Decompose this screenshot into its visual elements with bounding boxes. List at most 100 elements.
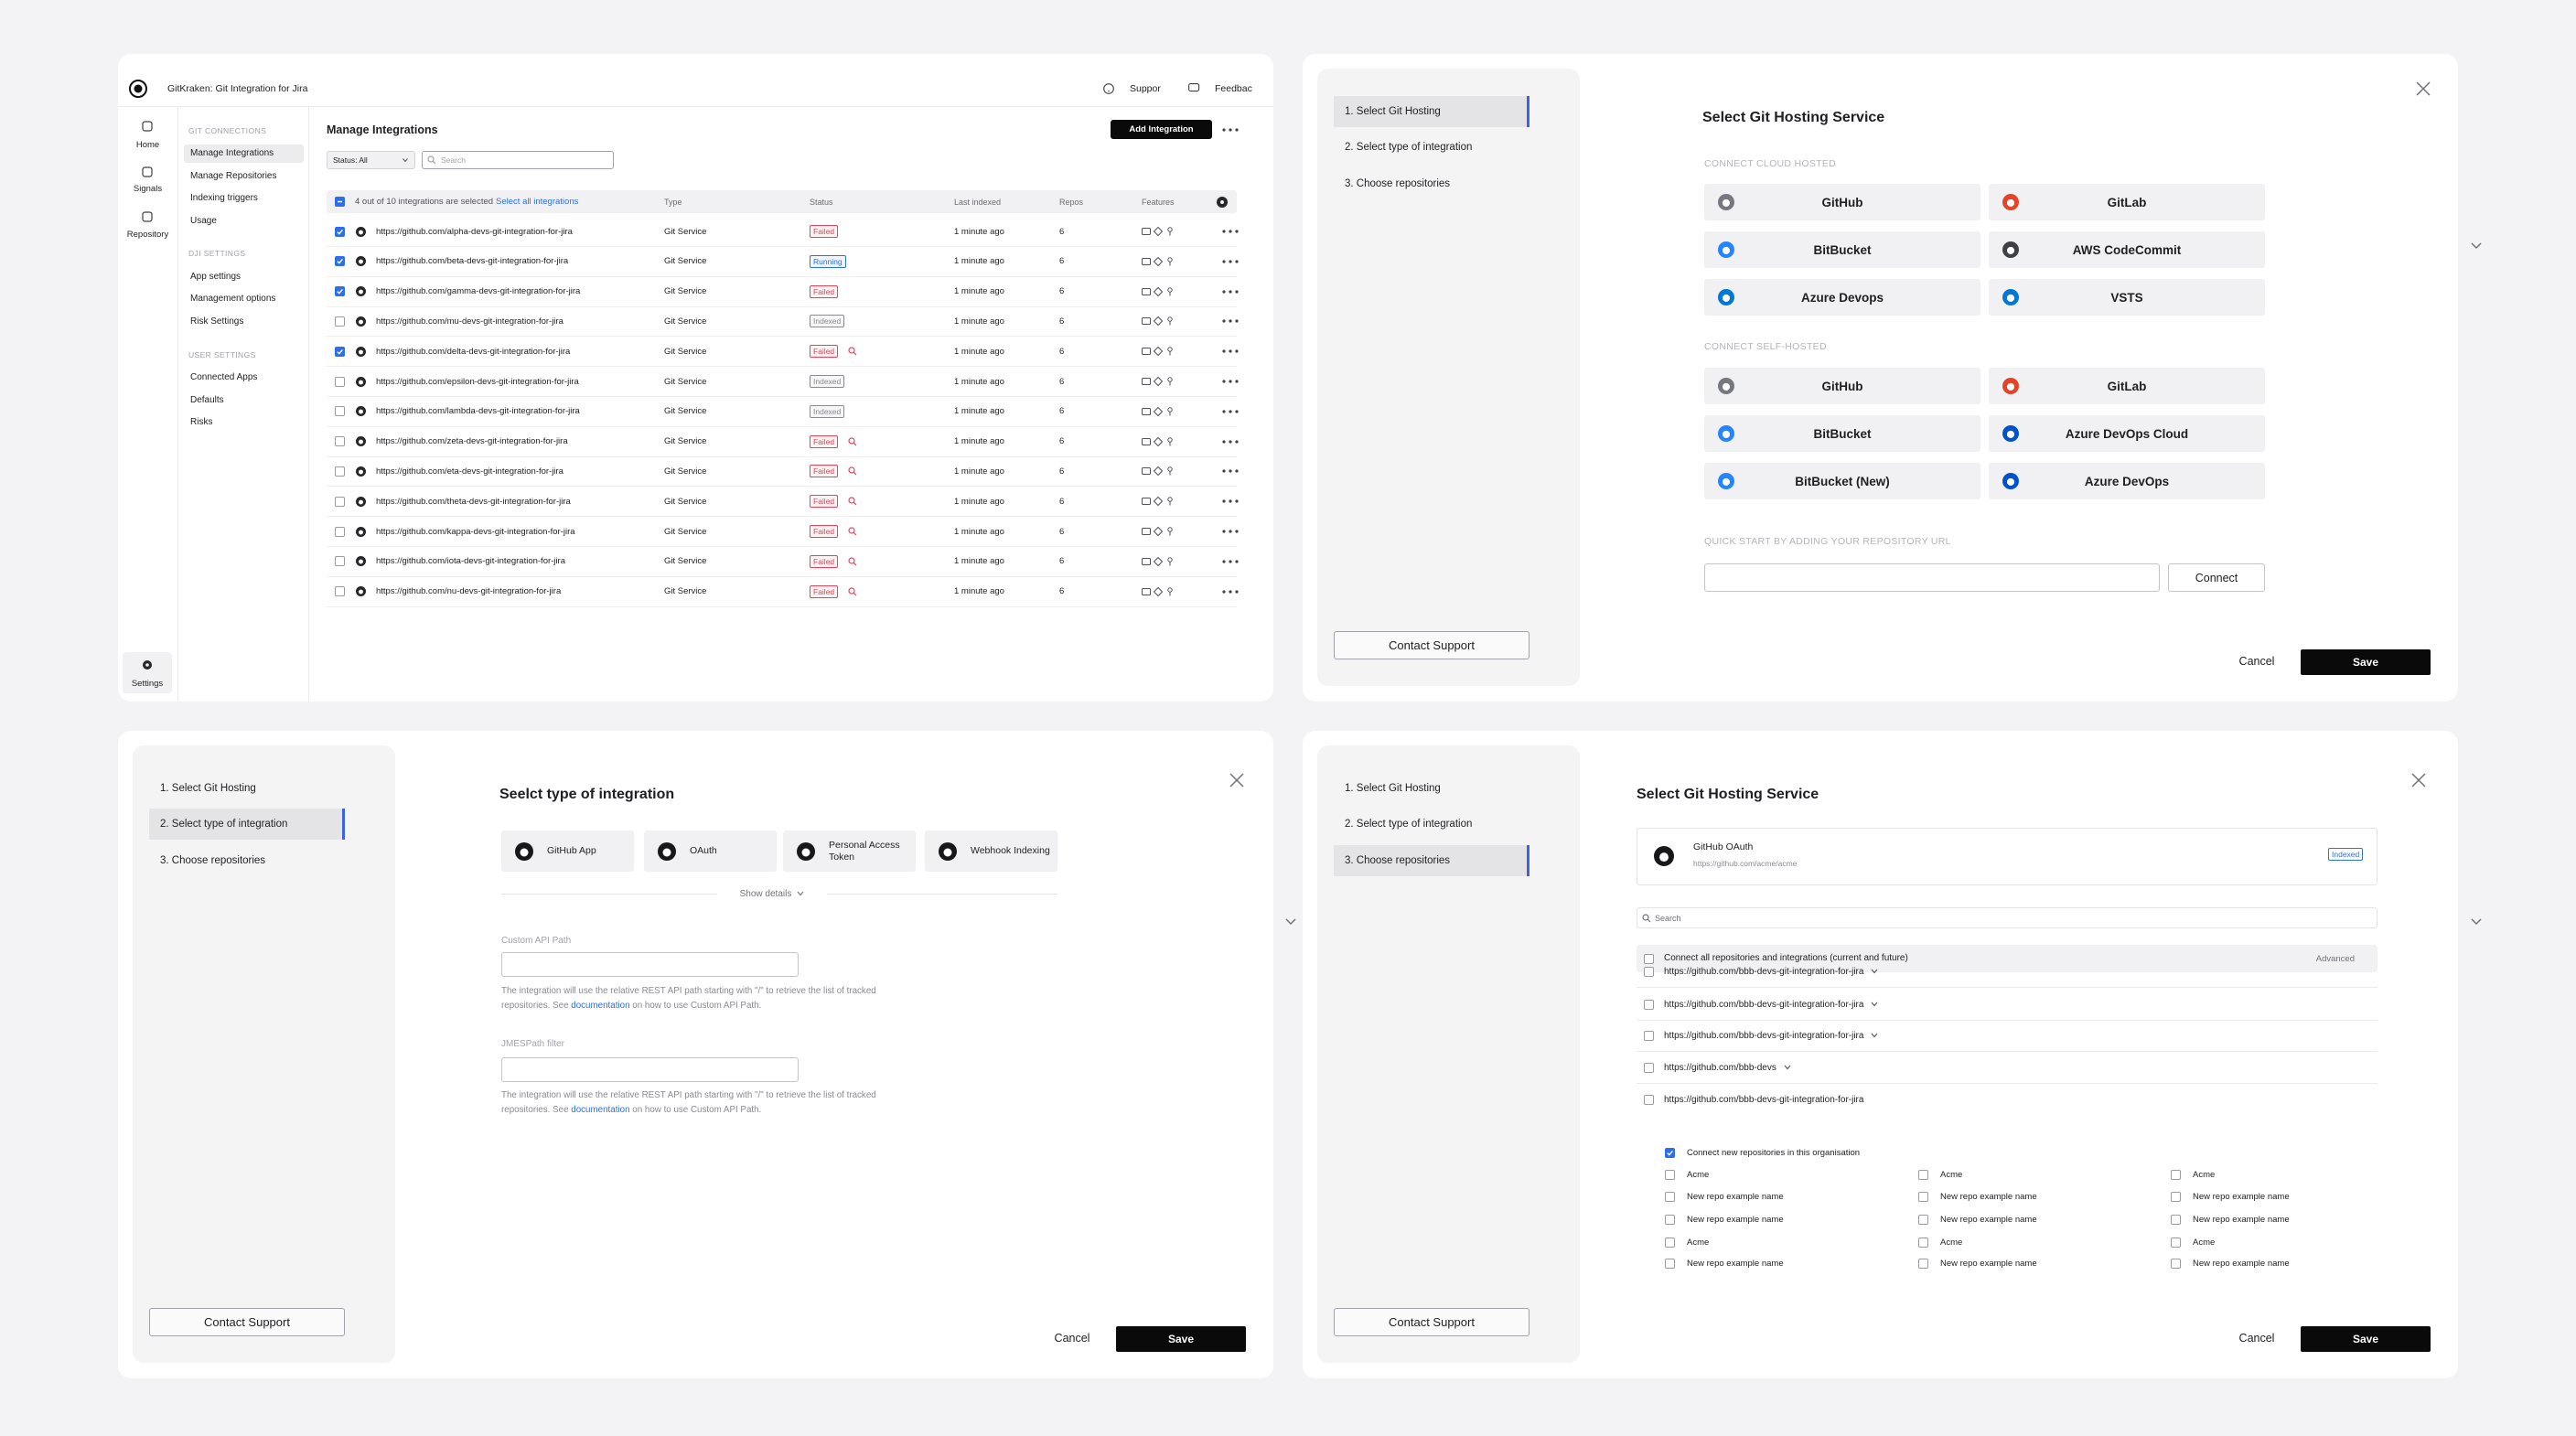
- step[interactable]: 2. Select type of integration: [1345, 818, 1473, 830]
- checkbox[interactable]: [1664, 1214, 1675, 1225]
- field-input[interactable]: [501, 1057, 799, 1082]
- step[interactable]: 3. Choose repositories: [160, 854, 266, 866]
- checkbox[interactable]: [1664, 1147, 1675, 1158]
- checkbox[interactable]: [1643, 1094, 1654, 1105]
- feedback-link[interactable]: Feedbac: [1215, 82, 1252, 94]
- repo-row[interactable]: https://github.com/bbb-devs-git-integrat…: [1664, 963, 1878, 980]
- checkbox[interactable]: [1917, 1237, 1928, 1248]
- cancel-button[interactable]: Cancel: [1054, 1331, 1090, 1345]
- checkbox[interactable]: [1643, 1030, 1654, 1041]
- add-button[interactable]: Add Integration: [1111, 120, 1212, 139]
- documentation-link[interactable]: documentation: [571, 1001, 630, 1011]
- select-all-link[interactable]: Select all integrations: [496, 197, 579, 207]
- checkbox[interactable]: [2170, 1169, 2181, 1180]
- contact-button[interactable]: Contact Support: [1334, 1308, 1530, 1336]
- cancel-button[interactable]: Cancel: [2238, 1331, 2275, 1345]
- repo-row[interactable]: https://github.com/bbb-devs-git-integrat…: [1664, 1091, 1863, 1108]
- service-button[interactable]: BitBucket: [1704, 231, 1980, 268]
- save-button[interactable]: Save: [1116, 1326, 1246, 1352]
- field-input[interactable]: [501, 952, 799, 977]
- contact-button[interactable]: Contact Support: [1334, 631, 1530, 659]
- checkbox[interactable]: [334, 226, 345, 237]
- service-button[interactable]: VSTS: [1989, 279, 2265, 316]
- sidebar-item[interactable]: Risks: [190, 417, 213, 428]
- checkbox[interactable]: [334, 256, 345, 267]
- service-button[interactable]: GitHub: [1704, 368, 1980, 404]
- save-button[interactable]: Save: [2301, 649, 2431, 675]
- checkbox[interactable]: [1664, 1169, 1675, 1180]
- checkbox[interactable]: [1643, 966, 1654, 977]
- checkbox[interactable]: [334, 406, 345, 417]
- contact-button[interactable]: Contact Support: [149, 1308, 345, 1336]
- checkbox[interactable]: [1917, 1214, 1928, 1225]
- repo-row[interactable]: https://github.com/bbb-devs-git-integrat…: [1664, 1027, 1878, 1044]
- checkbox[interactable]: [2170, 1214, 2181, 1225]
- step[interactable]: 2. Select type of integration: [1345, 141, 1473, 153]
- sidebar-item[interactable]: Indexing triggers: [190, 193, 258, 204]
- service-button[interactable]: Azure DevOps Cloud: [1989, 415, 2265, 452]
- service-button[interactable]: AWS CodeCommit: [1989, 231, 2265, 268]
- service-button[interactable]: GitLab: [1989, 368, 2265, 404]
- step[interactable]: 1. Select Git Hosting: [1345, 105, 1441, 117]
- nav-label[interactable]: Signals: [133, 183, 163, 194]
- search-input[interactable]: Search: [1637, 907, 2377, 928]
- repo-row[interactable]: https://github.com/bbb-devs-git-integrat…: [1664, 996, 1878, 1013]
- sidebar-item[interactable]: Defaults: [190, 394, 224, 405]
- service-button[interactable]: BitBucket (New): [1704, 463, 1980, 499]
- sidebar-item[interactable]: Risk Settings: [190, 316, 244, 327]
- repo-row[interactable]: https://github.com/bbb-devs: [1664, 1059, 1791, 1076]
- service-button[interactable]: GitHub: [1704, 184, 1980, 220]
- checkbox[interactable]: [334, 436, 345, 447]
- checkbox[interactable]: [1917, 1191, 1928, 1202]
- sidebar-item[interactable]: Manage Repositories: [190, 170, 277, 181]
- checkbox[interactable]: [1664, 1258, 1675, 1269]
- cancel-button[interactable]: Cancel: [2238, 654, 2275, 668]
- sidebar-item[interactable]: Connected Apps: [190, 372, 258, 382]
- step[interactable]: 1. Select Git Hosting: [160, 782, 256, 794]
- step[interactable]: 3. Choose repositories: [1345, 177, 1451, 189]
- connect-button[interactable]: Connect: [2168, 563, 2265, 592]
- support-link[interactable]: Suppor: [1130, 82, 1161, 94]
- step[interactable]: 1. Select Git Hosting: [1345, 782, 1441, 794]
- checkbox[interactable]: [334, 496, 345, 507]
- url-input[interactable]: [1704, 563, 2160, 592]
- advanced-link[interactable]: Advanced: [2315, 953, 2355, 964]
- checkbox[interactable]: [334, 526, 345, 537]
- sidebar-item[interactable]: Manage Integrations: [190, 148, 274, 158]
- service-button[interactable]: BitBucket: [1704, 415, 1980, 452]
- service-button[interactable]: Azure Devops: [1704, 279, 1980, 316]
- step[interactable]: 3. Choose repositories: [1345, 854, 1451, 866]
- checkbox[interactable]: [334, 376, 345, 387]
- sidebar-item[interactable]: Usage: [190, 215, 217, 226]
- checkbox[interactable]: [334, 586, 345, 597]
- checkbox[interactable]: [1917, 1258, 1928, 1269]
- service-button[interactable]: GitLab: [1989, 184, 2265, 220]
- checkbox[interactable]: [334, 556, 345, 567]
- status-filter[interactable]: Status: All: [327, 151, 415, 169]
- checkbox[interactable]: [334, 316, 345, 327]
- type-option[interactable]: OAuth: [644, 831, 777, 872]
- sidebar-item[interactable]: App settings: [190, 271, 242, 282]
- checkbox[interactable]: [334, 286, 345, 297]
- type-option[interactable]: Webhook Indexing: [925, 831, 1057, 872]
- sidebar-item[interactable]: Management options: [190, 294, 276, 305]
- nav-label[interactable]: Repository: [126, 229, 169, 240]
- nav-label[interactable]: Home: [135, 139, 160, 150]
- checkbox[interactable]: [1643, 1062, 1654, 1073]
- service-button[interactable]: Azure DevOps: [1989, 463, 2265, 499]
- checkbox[interactable]: [2170, 1191, 2181, 1202]
- checkbox[interactable]: [2170, 1237, 2181, 1248]
- search-input[interactable]: Search: [422, 151, 614, 169]
- settings-button[interactable]: [123, 652, 172, 693]
- checkbox[interactable]: [334, 346, 345, 357]
- save-button[interactable]: Save: [2301, 1326, 2431, 1352]
- documentation-link[interactable]: documentation: [571, 1105, 630, 1115]
- step[interactable]: 2. Select type of integration: [160, 818, 288, 830]
- checkbox[interactable]: [1664, 1191, 1675, 1202]
- type-option[interactable]: GitHub App: [501, 831, 634, 872]
- checkbox[interactable]: [1643, 953, 1654, 964]
- show-details[interactable]: Show details: [717, 886, 827, 901]
- type-option[interactable]: Personal Access Token: [783, 831, 916, 872]
- checkbox[interactable]: [1643, 999, 1654, 1010]
- checkbox[interactable]: [334, 197, 345, 207]
